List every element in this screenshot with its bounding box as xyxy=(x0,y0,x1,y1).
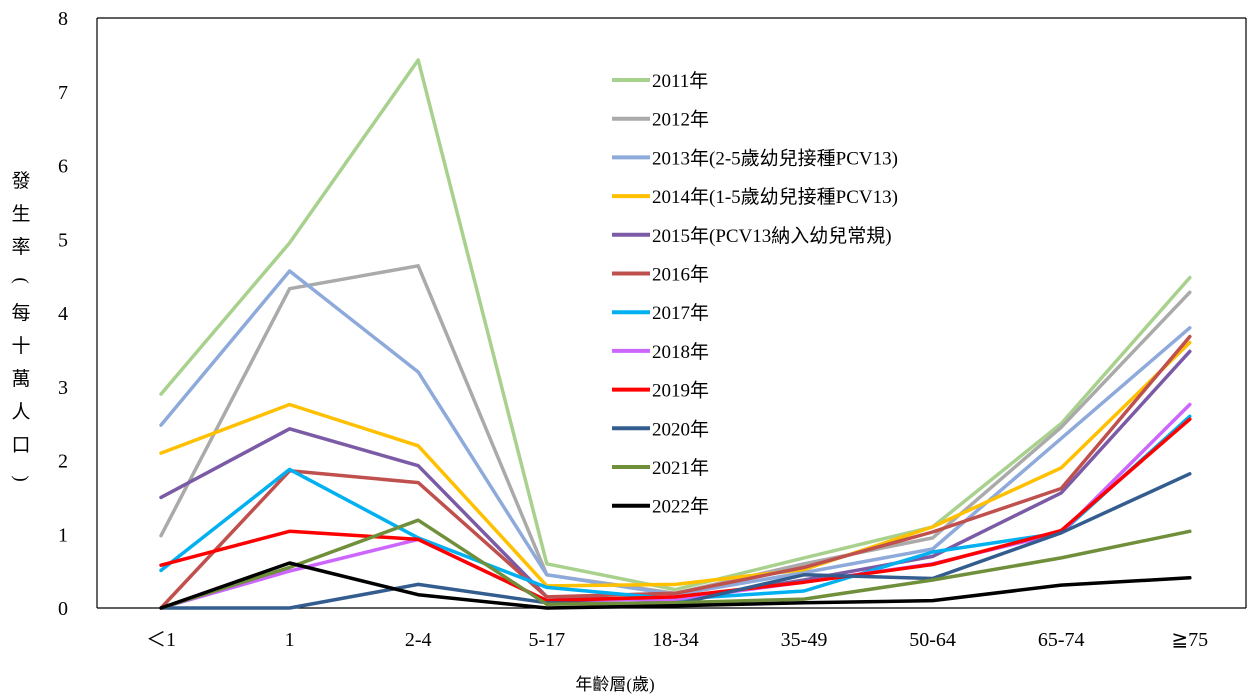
x-axis-ticks: ＜1 1 2-4 5-17 18-34 35-49 50-64 65-74 ≧75 xyxy=(146,629,1208,651)
legend-label: 2016年 xyxy=(652,264,709,286)
x-tick-label: ≧75 xyxy=(1171,629,1208,651)
legend-item: 2019年 xyxy=(612,380,709,402)
chart-legend: 2011年 2012年 2013年(2-5歲幼兒接種PCV13) 2014年(1-5歲… xyxy=(612,70,898,518)
legend-label: 2020年 xyxy=(652,418,709,440)
legend-label: 2013年(2-5歲幼兒接種PCV13) xyxy=(652,147,898,169)
y-tick-label: 7 xyxy=(58,82,68,104)
series-line xyxy=(159,417,1192,603)
legend-label: 2021年 xyxy=(652,457,709,479)
y-tick-label: 0 xyxy=(58,598,68,620)
legend-item: 2017年 xyxy=(612,302,709,324)
y-axis-label-char: ) xyxy=(10,475,32,482)
y-tick-label: 6 xyxy=(58,156,68,178)
series-line xyxy=(159,340,1192,588)
legend-label: 2012年 xyxy=(652,109,709,131)
legend-item: 2011年 xyxy=(612,70,708,92)
y-axis-label-char: 每 xyxy=(11,303,31,324)
x-tick-label: 50-64 xyxy=(909,629,956,651)
y-axis-label-char: 發 xyxy=(11,171,31,192)
y-axis-label-char: 萬 xyxy=(11,369,31,390)
legend-item: 2012年 xyxy=(612,109,709,131)
series-line xyxy=(159,561,1192,610)
x-tick-label: 5-17 xyxy=(528,629,565,651)
chart-series-lines xyxy=(159,58,1192,610)
series-line xyxy=(159,58,1192,592)
legend-label: 2019年 xyxy=(652,380,709,402)
x-tick-label: 2-4 xyxy=(405,629,432,651)
legend-item: 2018年 xyxy=(612,341,709,363)
x-tick-label: ＜1 xyxy=(146,629,176,651)
y-axis-label-char: 生 xyxy=(11,204,31,225)
series-line xyxy=(159,518,1192,610)
y-tick-label: 1 xyxy=(58,524,68,546)
y-axis-label: 發生率 ( 每十萬人口) xyxy=(8,165,34,495)
y-tick-label: 8 xyxy=(58,8,68,30)
y-axis-ticks: 0 1 2 3 4 5 6 7 8 xyxy=(58,8,68,620)
legend-label: 2014年(1-5歲幼兒接種PCV13) xyxy=(652,186,898,208)
x-tick-label: 1 xyxy=(285,629,295,651)
legend-item: 2021年 xyxy=(612,457,709,479)
y-axis-label-char: ( xyxy=(10,277,32,284)
legend-item: 2015年(PCV13納入幼兒常規) xyxy=(612,225,892,247)
y-axis-label-char: 十 xyxy=(11,336,31,357)
y-axis-label-char: 人 xyxy=(11,402,31,423)
legend-item: 2013年(2-5歲幼兒接種PCV13) xyxy=(612,147,898,169)
legend-label: 2015年(PCV13納入幼兒常規) xyxy=(652,225,892,247)
x-tick-label: 18-34 xyxy=(652,629,699,651)
legend-label: 2018年 xyxy=(652,341,709,363)
x-tick-label: 35-49 xyxy=(781,629,828,651)
legend-item: 2016年 xyxy=(612,264,709,286)
y-axis-label-char: 口 xyxy=(11,435,31,456)
legend-label: 2022年 xyxy=(652,496,709,518)
x-tick-label: 65-74 xyxy=(1038,629,1085,651)
series-line xyxy=(159,334,1192,610)
legend-item: 2014年(1-5歲幼兒接種PCV13) xyxy=(612,186,898,208)
y-axis-label-char: 率 xyxy=(11,237,31,258)
legend-label: 2011年 xyxy=(652,70,708,92)
x-axis-label: 年齡層(歲) xyxy=(575,675,654,694)
legend-item: 2022年 xyxy=(612,496,709,518)
y-tick-label: 2 xyxy=(58,451,68,473)
y-tick-label: 3 xyxy=(58,377,68,399)
legend-item: 2020年 xyxy=(612,418,709,440)
legend-label: 2017年 xyxy=(652,302,709,324)
y-tick-label: 4 xyxy=(58,303,68,325)
y-tick-label: 5 xyxy=(58,229,68,251)
